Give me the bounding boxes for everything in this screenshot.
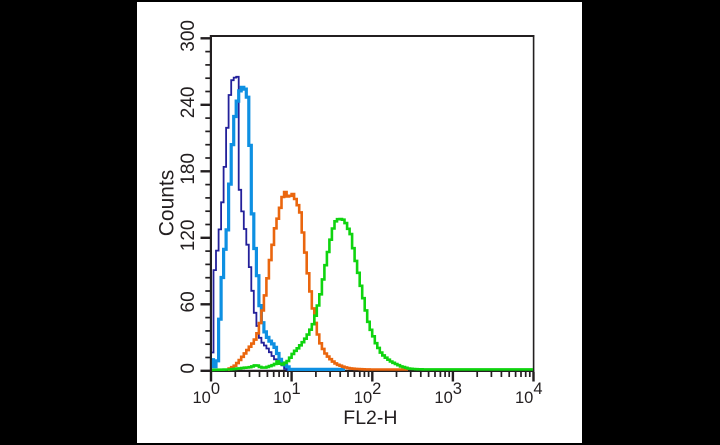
svg-text:240: 240 <box>178 87 199 119</box>
svg-text:0: 0 <box>178 363 199 374</box>
svg-text:300: 300 <box>178 20 199 52</box>
svg-text:180: 180 <box>178 153 199 185</box>
svg-text:60: 60 <box>178 291 199 312</box>
svg-text:FL2-H: FL2-H <box>343 407 397 429</box>
svg-text:Counts: Counts <box>156 170 179 237</box>
svg-text:120: 120 <box>178 220 199 252</box>
